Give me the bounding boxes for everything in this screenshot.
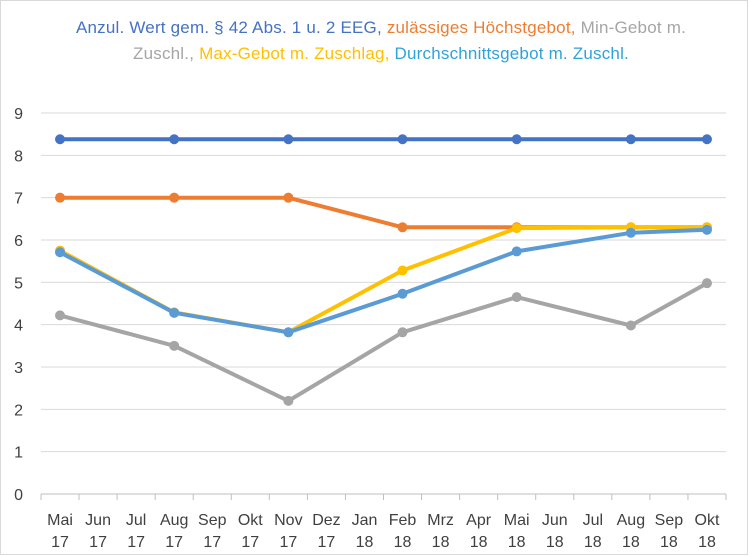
data-point	[397, 134, 408, 145]
y-tick-label: 8	[14, 148, 23, 165]
y-tick-label: 6	[14, 233, 23, 250]
data-point	[283, 192, 294, 203]
x-tick-label-year: 17	[127, 534, 145, 551]
y-tick-label: 2	[14, 402, 23, 419]
data-point	[511, 292, 522, 303]
series-layer	[55, 134, 712, 406]
y-tick-label: 4	[14, 318, 23, 335]
data-point	[169, 134, 180, 145]
data-point	[397, 327, 408, 338]
x-tick-label-year: 17	[279, 534, 297, 551]
y-tick-label: 7	[14, 191, 23, 208]
x-tick-label-year: 17	[165, 534, 183, 551]
data-point	[283, 395, 294, 406]
data-point	[511, 246, 522, 257]
x-tick-label-month: Sep	[198, 512, 227, 529]
x-tick-label-month: Nov	[274, 512, 302, 529]
data-point	[511, 223, 522, 234]
x-tick-label-year: 18	[508, 534, 526, 551]
x-tick-label-month: Mrz	[427, 512, 454, 529]
y-axis: 0 1 2 3 4 5 6 7 8 9	[14, 106, 23, 504]
series-0	[55, 134, 712, 145]
x-tick-label-month: Okt	[695, 512, 720, 529]
legend-entry-max-gebot: Max-Gebot m. Zuschlag,	[199, 44, 390, 63]
data-point	[283, 327, 294, 338]
y-tick-label: 0	[14, 487, 23, 504]
series-4	[55, 224, 712, 338]
x-tick-label-year: 17	[318, 534, 336, 551]
series-3	[55, 278, 712, 406]
legend-entry-durchschnitt: Durchschnittsgebot m. Zuschl.	[394, 44, 629, 63]
x-tick-label-year: 18	[660, 534, 678, 551]
y-tick-label: 9	[14, 106, 23, 123]
x-tick-label-year: 18	[432, 534, 450, 551]
data-point	[625, 227, 636, 238]
x-tick-label-month: Okt	[238, 512, 263, 529]
gridlines	[41, 112, 726, 495]
x-tick-label-month: Jan	[352, 512, 378, 529]
chart-legend: Anzul. Wert gem. § 42 Abs. 1 u. 2 EEG, z…	[61, 15, 701, 67]
x-tick-label-month: Feb	[389, 512, 417, 529]
data-point	[397, 265, 408, 276]
x-tick-label-month: Jul	[583, 512, 603, 529]
data-point	[625, 320, 636, 331]
x-tick-label-month: Apr	[466, 512, 492, 529]
x-tick-label-month: Dez	[312, 512, 340, 529]
series-line	[58, 225, 709, 335]
data-point	[511, 134, 522, 145]
x-tick-label-year: 18	[584, 534, 602, 551]
legend-entry-hoechstgebot: zulässiges Höchstgebot,	[386, 18, 576, 37]
x-tick-label-month: Jul	[126, 512, 146, 529]
x-tick-label-year: 17	[203, 534, 221, 551]
data-point	[55, 310, 66, 321]
x-tick-label-month: Sep	[655, 512, 684, 529]
data-point	[701, 224, 712, 235]
x-tick-label-year: 18	[356, 534, 374, 551]
y-tick-label: 3	[14, 360, 23, 377]
data-point	[283, 134, 294, 145]
data-point	[55, 247, 66, 258]
data-point	[169, 192, 180, 203]
x-tick-label-year: 17	[241, 534, 259, 551]
data-point	[397, 222, 408, 233]
x-tick-label-month: Mai	[504, 512, 530, 529]
data-point	[55, 134, 66, 145]
x-tick-label-month: Aug	[160, 512, 188, 529]
legend-entry-min-gebot: Min-Gebot m. Zuschl.,	[133, 18, 686, 63]
x-tick-label-year: 18	[394, 534, 412, 551]
x-tick-label-month: Jun	[542, 512, 568, 529]
y-tick-label: 1	[14, 445, 23, 462]
series-line	[58, 195, 709, 230]
y-tick-label: 5	[14, 275, 23, 292]
x-tick-label-year: 18	[698, 534, 716, 551]
x-tick-label-year: 18	[546, 534, 564, 551]
x-tick-label-month: Jun	[85, 512, 111, 529]
legend-entry-anzul-wert: Anzul. Wert gem. § 42 Abs. 1 u. 2 EEG,	[75, 18, 382, 37]
x-tick-label-year: 17	[51, 534, 69, 551]
data-point	[701, 134, 712, 145]
x-tick-label-year: 17	[89, 534, 107, 551]
x-tick-label-month: Mai	[47, 512, 73, 529]
data-point	[169, 307, 180, 318]
x-tick-label-month: Aug	[617, 512, 645, 529]
x-axis: Mai 17 Jun 17 Jul 17 Aug 17 Sep 17 Okt 17 Nov 17 Dez 17…	[40, 494, 727, 551]
data-point	[397, 288, 408, 299]
x-tick-label-year: 18	[470, 534, 488, 551]
x-tick-label-year: 18	[622, 534, 640, 551]
data-point	[169, 340, 180, 351]
data-point	[55, 192, 66, 203]
data-point	[701, 278, 712, 289]
data-point	[625, 134, 636, 145]
